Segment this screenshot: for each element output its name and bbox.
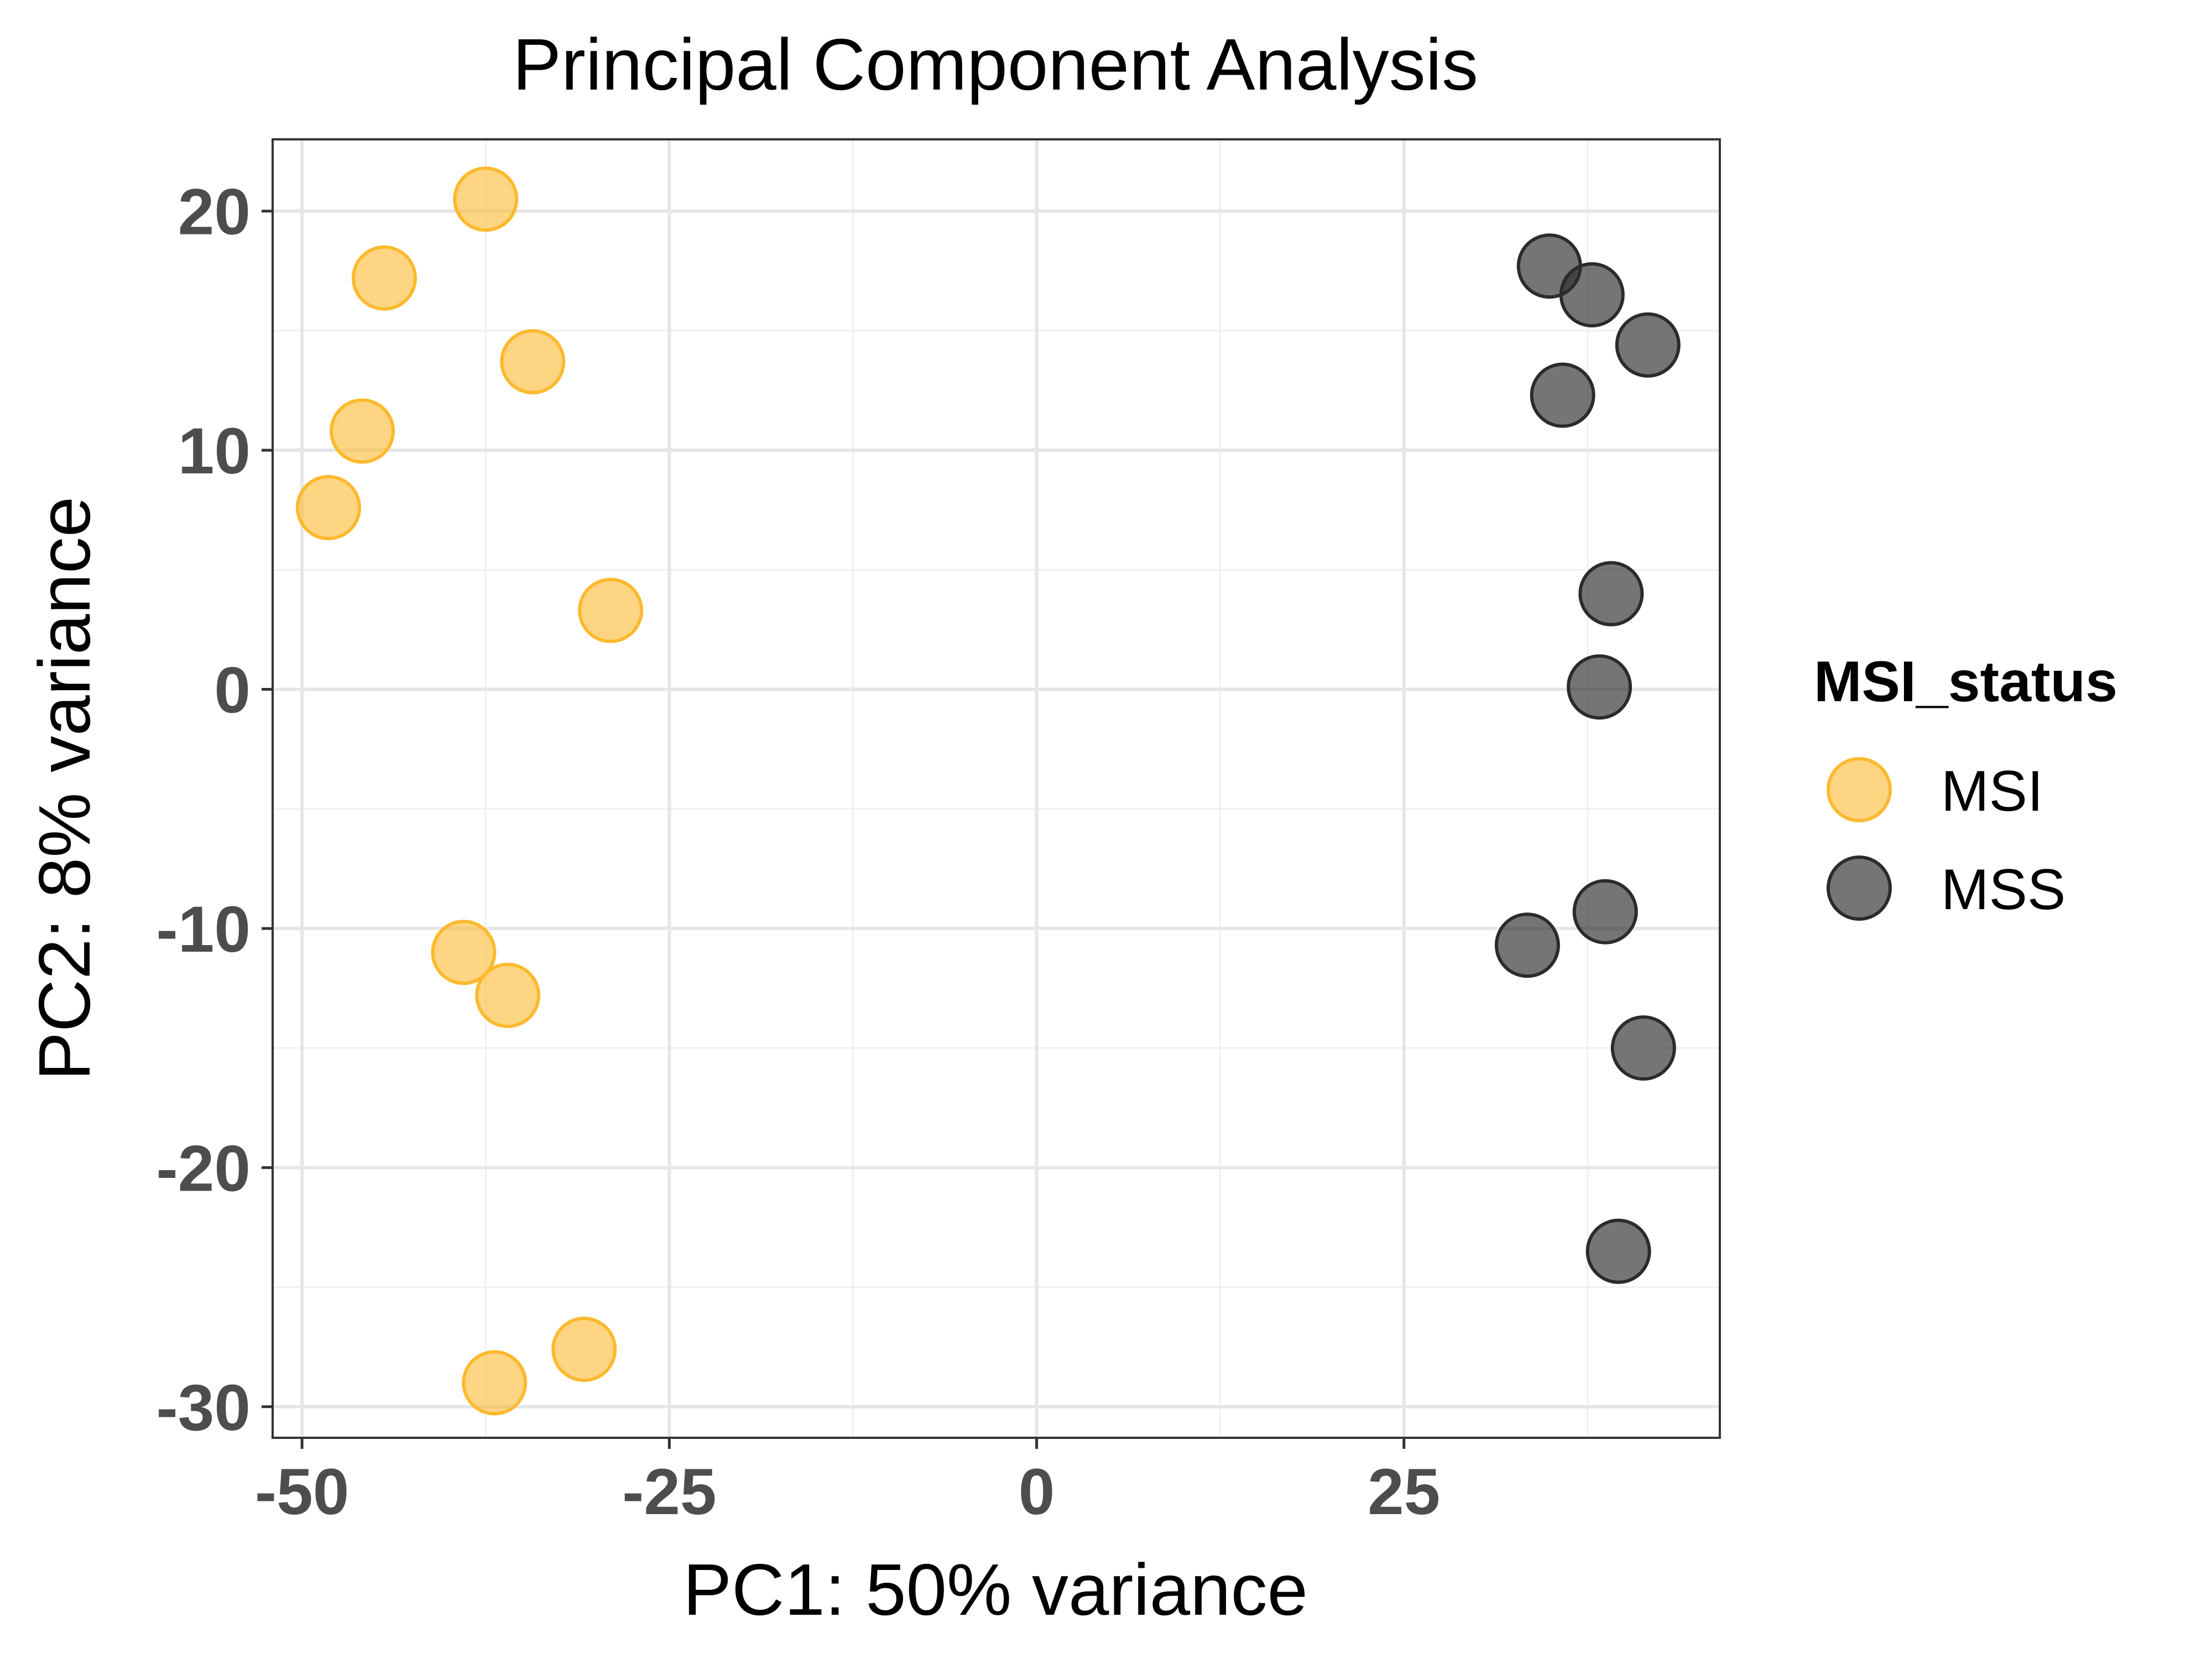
point-msi: [453, 166, 519, 232]
grid-minor: [273, 139, 1720, 1438]
data-points: [295, 166, 1681, 1416]
chart-title: Principal Component Analysis: [513, 24, 1478, 105]
point-msi: [351, 245, 417, 311]
plot-panel: [272, 138, 1721, 1439]
point-msi: [500, 329, 566, 395]
point-mss: [1530, 362, 1595, 428]
panel-background: [273, 139, 1720, 1438]
y-axis: 20 10 0 -10 -20 -30: [156, 176, 273, 1444]
x-tick-label: -25: [622, 1455, 717, 1528]
legend-key-msi: [1827, 757, 1892, 822]
point-msi: [551, 1317, 617, 1383]
point-mss: [1615, 312, 1681, 378]
point-msi: [462, 1350, 528, 1416]
legend-label-mss: MSS: [1941, 858, 2065, 922]
y-tick-label: 20: [178, 176, 251, 249]
y-tick-label: -10: [156, 893, 251, 966]
point-msi: [330, 398, 395, 464]
point-mss: [1585, 1218, 1651, 1284]
point-msi: [295, 474, 361, 540]
point-mss: [1578, 561, 1644, 627]
point-msi: [475, 963, 541, 1029]
legend: MSI_status MSI MSS: [1814, 650, 2117, 922]
y-axis-title: PC2: 8% variance: [24, 497, 105, 1081]
y-tick-label: 0: [214, 654, 251, 727]
point-msi: [431, 920, 497, 985]
x-tick-label: -50: [255, 1455, 349, 1528]
legend-key-mss: [1827, 855, 1892, 921]
x-tick-label: 25: [1368, 1455, 1440, 1528]
y-tick-label: 10: [178, 415, 251, 488]
y-tick-label: -20: [156, 1132, 251, 1205]
point-mss: [1567, 654, 1632, 720]
panel-border: [272, 138, 1721, 1439]
point-mss: [1559, 262, 1625, 328]
x-tick-label: 0: [1019, 1455, 1055, 1528]
legend-label-msi: MSI: [1941, 759, 2043, 823]
legend-title: MSI_status: [1814, 650, 2117, 714]
point-mss: [1494, 912, 1560, 978]
grid-major: [273, 139, 1720, 1438]
point-mss: [1572, 879, 1638, 945]
point-mss: [1610, 1015, 1676, 1081]
y-tick-label: -30: [156, 1371, 251, 1444]
x-axis: -50 -25 0 25: [255, 1438, 1440, 1528]
x-axis-title: PC1: 50% variance: [683, 1549, 1308, 1630]
point-msi: [578, 577, 644, 643]
